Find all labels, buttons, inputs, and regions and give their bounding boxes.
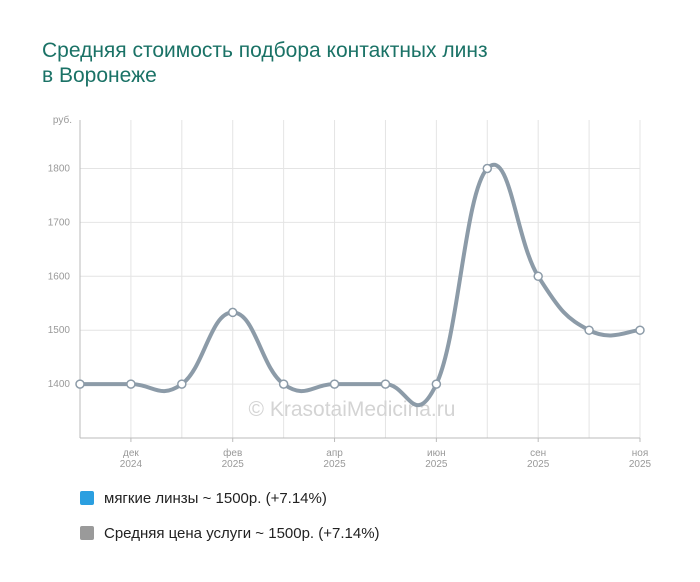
y-tick-label: 1500 (48, 325, 71, 336)
data-point (635, 325, 645, 335)
legend: мягкие линзы ~ 1500р. (+7.14%) Средняя ц… (80, 488, 380, 558)
y-tick-label: 1400 (48, 379, 71, 390)
legend-item-soft-lenses[interactable]: мягкие линзы ~ 1500р. (+7.14%) (80, 488, 380, 508)
y-tick-label: 1700 (48, 217, 71, 228)
x-tick-label-year: 2025 (323, 459, 346, 470)
line-chart: 14001500160017001800руб.дек2024фев2025ап… (48, 114, 652, 470)
chart-title-line-2: в Воронеже (42, 64, 157, 87)
legend-label-average-price: Средняя цена услуги ~ 1500р. (+7.14%) (104, 524, 380, 542)
legend-swatch-soft-lenses (80, 491, 94, 505)
x-tick-label-month: апр (326, 448, 343, 459)
y-axis-unit-label: руб. (53, 114, 72, 126)
data-point (584, 325, 594, 335)
chart-title-line-1: Средняя стоимость подбора контактных лин… (42, 39, 488, 62)
series-line-average-price (78, 163, 642, 408)
x-tick-label-month: дек (123, 448, 139, 459)
data-point (380, 379, 391, 389)
x-tick-label-year: 2025 (527, 459, 550, 470)
x-tick-label-year: 2024 (120, 459, 143, 470)
y-tick-label: 1600 (48, 271, 71, 282)
x-tick-label-month: фев (223, 447, 242, 459)
x-tick-label-year: 2025 (425, 459, 448, 470)
legend-swatch-average-price (80, 526, 94, 540)
data-point (533, 271, 543, 282)
data-point (75, 379, 85, 389)
x-tick-label-month: ноя (632, 448, 649, 459)
data-point (329, 379, 340, 389)
data-point (482, 163, 493, 174)
data-point (227, 307, 238, 318)
series-line-soft-lenses (78, 163, 642, 407)
data-point (431, 379, 442, 389)
y-tick-label: 1800 (48, 164, 71, 175)
data-point (278, 379, 289, 389)
x-tick-label-year: 2025 (222, 459, 245, 470)
watermark: © KrasotaiMedicina.ru (249, 398, 456, 421)
data-point (177, 379, 187, 389)
chart-title: Средняя стоимость подбора контактных лин… (42, 38, 642, 88)
x-tick-label-month: июн (427, 448, 446, 459)
data-point (126, 379, 136, 389)
x-tick-label-year: 2025 (629, 459, 652, 470)
legend-label-soft-lenses: мягкие линзы ~ 1500р. (+7.14%) (104, 489, 327, 507)
x-tick-label-month: сен (530, 448, 546, 459)
legend-item-average-price[interactable]: Средняя цена услуги ~ 1500р. (+7.14%) (80, 523, 380, 543)
